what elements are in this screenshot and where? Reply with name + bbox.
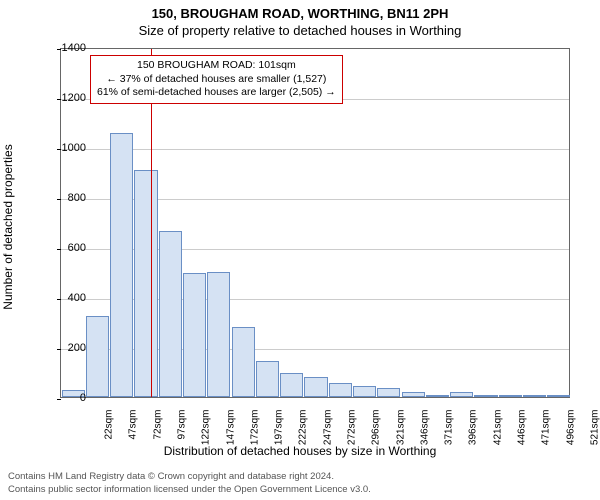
histogram-bar (134, 170, 157, 398)
histogram-bar (499, 395, 522, 397)
ytick-mark (57, 99, 61, 100)
ytick-label: 1400 (62, 42, 86, 54)
ytick-label: 1000 (62, 142, 86, 154)
xtick-label: 222sqm (298, 410, 309, 450)
ytick-label: 1200 (62, 92, 86, 104)
xtick-label: 172sqm (249, 410, 260, 450)
histogram-bar (207, 272, 230, 397)
xtick-label: 346sqm (419, 410, 430, 450)
ytick-label: 400 (68, 292, 86, 304)
xtick-label: 247sqm (322, 410, 333, 450)
xtick-label: 72sqm (152, 410, 163, 450)
xtick-label: 296sqm (371, 410, 382, 450)
annotation-line-3: 61% of semi-detached houses are larger (… (97, 86, 336, 100)
xtick-label: 371sqm (444, 410, 455, 450)
histogram-bar (329, 383, 352, 397)
annotation-line-2: ← 37% of detached houses are smaller (1,… (97, 73, 336, 87)
xtick-label: 471sqm (541, 410, 552, 450)
histogram-bar (304, 377, 327, 397)
xtick-label: 496sqm (565, 410, 576, 450)
ytick-label: 600 (68, 242, 86, 254)
footer-line-1: Contains HM Land Registry data © Crown c… (8, 471, 371, 483)
histogram-bar (377, 388, 400, 397)
histogram-bar (450, 392, 473, 397)
xtick-label: 122sqm (201, 410, 212, 450)
footer-line-2: Contains public sector information licen… (8, 484, 371, 496)
histogram-bar (232, 327, 255, 397)
annotation-box: 150 BROUGHAM ROAD: 101sqm ← 37% of detac… (90, 55, 343, 104)
ytick-mark (57, 399, 61, 400)
histogram-bar (474, 395, 497, 397)
xtick-label: 97sqm (177, 410, 188, 450)
chart-container: 150, BROUGHAM ROAD, WORTHING, BN11 2PH S… (0, 0, 600, 500)
xtick-label: 421sqm (492, 410, 503, 450)
xtick-label: 321sqm (395, 410, 406, 450)
histogram-bar (183, 273, 206, 397)
xtick-label: 396sqm (468, 410, 479, 450)
y-axis-label: Number of detached properties (1, 144, 15, 309)
ytick-label: 200 (68, 342, 86, 354)
grid-line (61, 149, 569, 150)
ytick-mark (57, 149, 61, 150)
title-sub: Size of property relative to detached ho… (0, 21, 600, 38)
xtick-label: 272sqm (347, 410, 358, 450)
xtick-label: 197sqm (274, 410, 285, 450)
histogram-bar (523, 395, 546, 397)
histogram-bar (110, 133, 133, 397)
histogram-bar (353, 386, 376, 397)
histogram-bar (256, 361, 279, 397)
xtick-label: 446sqm (517, 410, 528, 450)
xtick-label: 47sqm (128, 410, 139, 450)
footer: Contains HM Land Registry data © Crown c… (8, 471, 371, 496)
xtick-label: 147sqm (225, 410, 236, 450)
histogram-bar (426, 395, 449, 397)
ytick-mark (57, 199, 61, 200)
ytick-mark (57, 299, 61, 300)
histogram-bar (86, 316, 109, 397)
title-main: 150, BROUGHAM ROAD, WORTHING, BN11 2PH (0, 0, 600, 21)
histogram-bar (402, 392, 425, 397)
ytick-mark (57, 349, 61, 350)
histogram-bar (280, 373, 303, 397)
ytick-label: 0 (80, 392, 86, 404)
ytick-mark (57, 49, 61, 50)
histogram-bar (547, 395, 570, 397)
xtick-label: 521sqm (589, 410, 600, 450)
histogram-bar (159, 231, 182, 397)
ytick-mark (57, 249, 61, 250)
annotation-line-1: 150 BROUGHAM ROAD: 101sqm (97, 59, 336, 73)
xtick-label: 22sqm (104, 410, 115, 450)
ytick-label: 800 (68, 192, 86, 204)
